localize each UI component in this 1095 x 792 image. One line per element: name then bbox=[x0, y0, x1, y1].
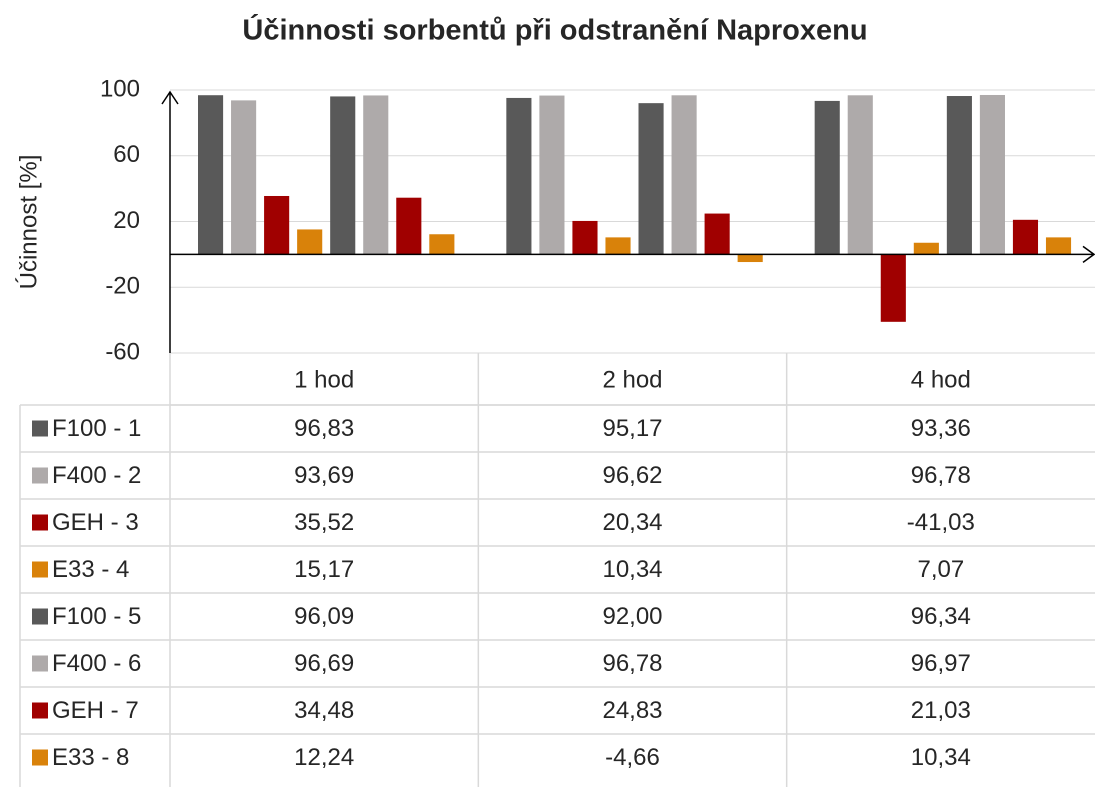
table-cell: 7,07 bbox=[917, 556, 964, 583]
bar bbox=[539, 95, 565, 255]
table-cell: 20,34 bbox=[602, 509, 662, 536]
bar bbox=[297, 229, 323, 255]
table-cell: 15,17 bbox=[294, 556, 354, 583]
table-cell: 10,34 bbox=[911, 744, 971, 771]
legend-label: F400 - 2 bbox=[52, 462, 141, 489]
table-cell: 96,78 bbox=[911, 462, 971, 489]
table-cell: 96,34 bbox=[911, 603, 971, 630]
table-cell: -41,03 bbox=[907, 509, 975, 536]
y-axis bbox=[161, 90, 179, 353]
x-tick-label: 4 hod bbox=[911, 366, 971, 393]
bar bbox=[1045, 237, 1072, 255]
table-cell: 24,83 bbox=[602, 697, 662, 724]
x-axis bbox=[170, 245, 1095, 263]
table-cell: 34,48 bbox=[294, 697, 354, 724]
bar bbox=[231, 100, 257, 255]
table-cell: 96,83 bbox=[294, 415, 354, 442]
x-tick-label: 1 hod bbox=[294, 366, 354, 393]
bar bbox=[429, 234, 455, 255]
bar bbox=[704, 213, 730, 255]
x-tick-label: 2 hod bbox=[602, 366, 662, 393]
table-cell: 96,69 bbox=[294, 650, 354, 677]
legend-key bbox=[32, 749, 48, 766]
legend-key bbox=[32, 467, 48, 484]
bar bbox=[506, 97, 532, 255]
legend-key bbox=[32, 655, 48, 672]
bar bbox=[1012, 219, 1039, 255]
y-tick-label: 60 bbox=[113, 141, 140, 168]
y-tick-label: 100 bbox=[100, 75, 140, 102]
bar bbox=[814, 100, 840, 255]
legend-key bbox=[32, 702, 48, 719]
bar bbox=[880, 254, 906, 322]
bar bbox=[605, 237, 631, 255]
bar bbox=[737, 254, 763, 263]
bar bbox=[363, 95, 389, 255]
bar bbox=[572, 220, 598, 255]
legend-label: F100 - 5 bbox=[52, 603, 141, 630]
table-cell: 93,36 bbox=[911, 415, 971, 442]
legend-label: GEH - 7 bbox=[52, 697, 139, 724]
legend-key bbox=[32, 561, 48, 578]
legend-key bbox=[32, 514, 48, 531]
table-cell: 92,00 bbox=[602, 603, 662, 630]
y-tick-label: -20 bbox=[105, 273, 140, 300]
table-cell: 10,34 bbox=[602, 556, 662, 583]
legend-key bbox=[32, 608, 48, 625]
y-tick-label: 20 bbox=[113, 207, 140, 234]
chart-title: Účinnosti sorbentů při odstranění Naprox… bbox=[242, 13, 867, 47]
table-cell: 96,78 bbox=[602, 650, 662, 677]
legend-label: E33 - 4 bbox=[52, 556, 129, 583]
table-cell: 96,62 bbox=[602, 462, 662, 489]
bar bbox=[913, 242, 939, 255]
y-tick-label: -60 bbox=[105, 338, 140, 365]
bar bbox=[330, 96, 356, 255]
bar bbox=[847, 95, 873, 255]
bar bbox=[264, 195, 290, 255]
table-cell: 96,97 bbox=[911, 650, 971, 677]
legend-label: F400 - 6 bbox=[52, 650, 141, 677]
bar bbox=[671, 95, 697, 255]
bar bbox=[946, 96, 972, 255]
table-cell: 93,69 bbox=[294, 462, 354, 489]
legend-label: GEH - 3 bbox=[52, 509, 139, 536]
table-cell: 21,03 bbox=[911, 697, 971, 724]
legend-label: E33 - 8 bbox=[52, 744, 129, 771]
bar bbox=[396, 197, 422, 255]
table-cell: 96,09 bbox=[294, 603, 354, 630]
table-cell: 35,52 bbox=[294, 509, 354, 536]
table-cell: 12,24 bbox=[294, 744, 354, 771]
bar bbox=[638, 103, 664, 255]
bar bbox=[198, 95, 224, 255]
legend-key bbox=[32, 420, 48, 437]
legend-label: F100 - 1 bbox=[52, 415, 141, 442]
y-axis-label: Účinnost [%] bbox=[15, 155, 42, 290]
table-cell: 95,17 bbox=[602, 415, 662, 442]
table-cell: -4,66 bbox=[605, 744, 660, 771]
bar bbox=[979, 94, 1005, 255]
